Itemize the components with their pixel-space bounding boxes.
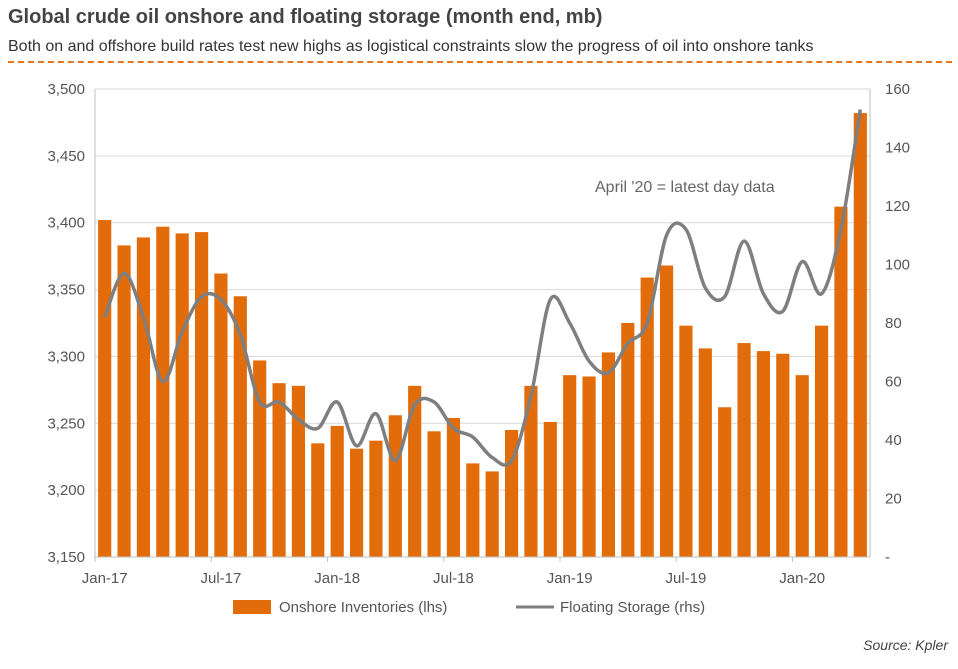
- bar-onshore: [795, 375, 809, 557]
- bar-onshore: [466, 463, 480, 557]
- chart-title: Global crude oil onshore and floating st…: [8, 6, 603, 28]
- bar-onshore: [311, 443, 325, 557]
- y-left-tick-label: 3,400: [47, 215, 85, 232]
- bar-onshore: [272, 383, 286, 557]
- bar-onshore: [814, 325, 829, 557]
- y-right-tick-label: -: [885, 549, 890, 566]
- bar-onshore: [98, 220, 112, 558]
- legend-label-floating: Floating Storage (rhs): [560, 599, 705, 616]
- x-tick-label: Jul-18: [433, 570, 474, 587]
- bar-onshore: [485, 471, 499, 557]
- x-tick-label: Jan-19: [547, 570, 593, 587]
- chart-subtitle: Both on and offshore build rates test ne…: [8, 38, 814, 55]
- bar-onshore: [776, 353, 790, 557]
- bar-onshore: [563, 375, 577, 557]
- bar-onshore: [737, 343, 751, 557]
- line-floating-storage: [103, 109, 863, 467]
- y-right-tick-label: 120: [885, 198, 910, 215]
- y-left-tick-label: 3,350: [47, 282, 85, 299]
- y-right-tick-label: 160: [885, 81, 910, 98]
- x-tick-label: Jan-17: [82, 570, 128, 587]
- x-tick-label: Jul-19: [666, 570, 707, 587]
- y-left-tick-label: 3,500: [47, 81, 85, 98]
- bar-onshore: [175, 233, 189, 557]
- y-right-tick-label: 100: [885, 257, 910, 274]
- y-right-tick-label: 80: [885, 315, 902, 332]
- legend: Onshore Inventories (lhs) Floating Stora…: [233, 599, 705, 616]
- legend-swatch-onshore: [233, 600, 271, 614]
- bar-onshore: [582, 376, 596, 557]
- title-divider: [8, 61, 952, 63]
- legend-label-onshore: Onshore Inventories (lhs): [279, 599, 447, 616]
- x-axis-ticks: Jan-17 Jul-17 Jan-18 Jul-18 Jan-19 Jul-19 Jan-…: [82, 557, 825, 587]
- bar-onshore: [388, 415, 402, 557]
- bar-onshore: [427, 431, 441, 557]
- annotation-latest-day: April '20 = latest day data: [595, 179, 775, 196]
- y-right-tick-label: 140: [885, 140, 910, 157]
- bar-onshore: [756, 351, 771, 557]
- bar-onshore: [291, 385, 306, 557]
- bar-onshore: [524, 385, 538, 557]
- bar-onshore: [194, 232, 209, 557]
- bar-onshore: [698, 348, 712, 557]
- x-tick-label: Jul-17: [201, 570, 242, 587]
- bar-onshore: [408, 385, 422, 557]
- bar-onshore: [136, 237, 151, 557]
- bar-onshore: [621, 323, 635, 557]
- bar-onshore: [504, 429, 519, 557]
- onshore-bars: [98, 113, 867, 558]
- bar-onshore: [369, 440, 383, 557]
- y-left-tick-label: 3,450: [47, 148, 85, 165]
- bar-onshore: [446, 417, 461, 557]
- bar-onshore: [853, 113, 867, 557]
- y-right-tick-label: 20: [885, 491, 902, 508]
- bar-onshore: [214, 273, 228, 557]
- gridlines: [95, 88, 870, 491]
- y-left-tick-label: 3,300: [47, 348, 85, 365]
- axes: [94, 89, 871, 558]
- bar-onshore: [679, 325, 693, 557]
- source-note: Source: Kpler: [863, 637, 948, 653]
- bar-onshore: [718, 407, 732, 557]
- bar-onshore: [640, 277, 654, 557]
- y-right-tick-label: 60: [885, 374, 902, 391]
- bar-onshore: [233, 296, 247, 557]
- y-right-tick-label: 40: [885, 432, 902, 449]
- bar-onshore: [543, 421, 557, 557]
- bar-onshore: [834, 206, 848, 557]
- bar-onshore: [601, 352, 616, 557]
- bar-onshore: [659, 265, 674, 557]
- bar-onshore: [253, 360, 267, 557]
- floating-line: [103, 109, 863, 467]
- y-left-tick-label: 3,250: [47, 415, 85, 432]
- y-left-tick-label: 3,150: [47, 549, 85, 566]
- bar-onshore: [349, 448, 364, 557]
- x-tick-label: Jan-18: [314, 570, 360, 587]
- y-left-tick-label: 3,200: [47, 482, 85, 499]
- bar-onshore: [117, 245, 131, 557]
- bar-onshore: [330, 425, 344, 557]
- bar-onshore: [156, 226, 170, 557]
- y-axis-right-ticks: - 20 40 60 80 100 120 140 160: [885, 81, 910, 566]
- x-tick-label: Jan-20: [779, 570, 825, 587]
- y-axis-left-ticks: 3,150 3,200 3,250 3,300 3,350 3,400 3,450 3,500: [47, 81, 85, 566]
